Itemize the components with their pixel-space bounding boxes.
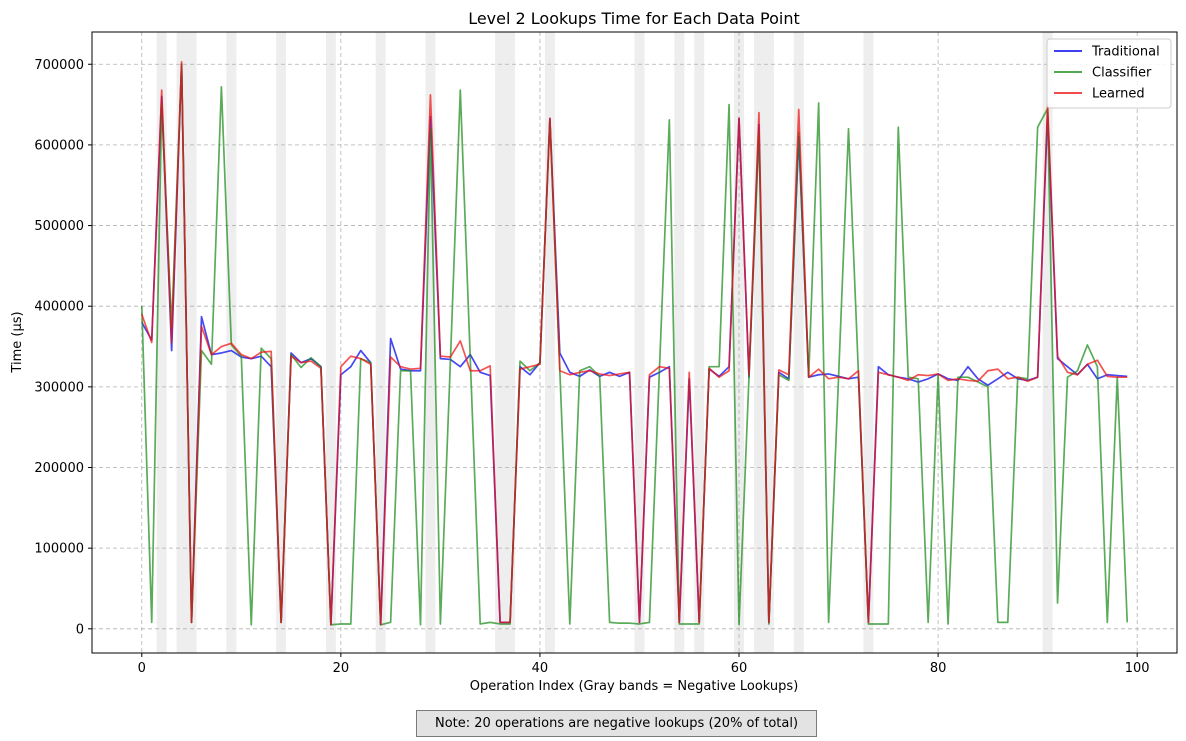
legend-box bbox=[1046, 38, 1172, 109]
x-tick-label: 60 bbox=[731, 661, 748, 676]
note-box: Note: 20 operations are negative lookups… bbox=[416, 710, 817, 737]
y-tick-label: 500000 bbox=[34, 219, 84, 234]
legend-label-traditional: Traditional bbox=[1091, 45, 1160, 60]
x-tick-label: 0 bbox=[138, 661, 146, 676]
negative-lookup-band bbox=[753, 32, 764, 653]
grid-lines bbox=[92, 32, 1177, 653]
negative-lookup-band bbox=[634, 32, 645, 653]
x-tick-label: 100 bbox=[1125, 661, 1150, 676]
legend: Traditional Classifier Learned bbox=[1046, 38, 1172, 109]
chart-title: Level 2 Lookups Time for Each Data Point bbox=[468, 9, 800, 28]
legend-label-learned: Learned bbox=[1092, 87, 1145, 102]
negative-lookup-band bbox=[1042, 32, 1053, 653]
series-line-learned bbox=[140, 60, 1128, 626]
y-tick-label: 300000 bbox=[34, 380, 84, 395]
y-tick-label: 0 bbox=[76, 622, 84, 637]
negative-lookup-band bbox=[425, 32, 436, 653]
y-tick-label: 400000 bbox=[34, 300, 84, 315]
negative-lookup-bands bbox=[156, 32, 1053, 653]
plot-frame bbox=[91, 31, 1178, 654]
y-tick-label: 700000 bbox=[34, 58, 84, 73]
negative-lookup-band bbox=[156, 32, 167, 653]
x-tick-label: 20 bbox=[333, 661, 350, 676]
negative-lookup-band bbox=[375, 32, 386, 653]
negative-lookup-band bbox=[505, 32, 516, 653]
legend-label-classifier: Classifier bbox=[1092, 66, 1152, 81]
x-tick-label: 40 bbox=[532, 661, 549, 676]
y-tick-label: 600000 bbox=[34, 138, 84, 153]
negative-lookup-band bbox=[544, 32, 555, 653]
negative-lookup-band bbox=[495, 32, 506, 653]
negative-lookup-band bbox=[276, 32, 287, 653]
negative-lookup-band bbox=[186, 32, 197, 653]
y-axis-title: Time (µs) bbox=[10, 311, 25, 373]
x-tick-label: 80 bbox=[930, 661, 947, 676]
y-tick-label: 200000 bbox=[34, 461, 84, 476]
negative-lookup-band bbox=[793, 32, 804, 653]
negative-lookup-band bbox=[763, 32, 774, 653]
negative-lookup-band bbox=[325, 32, 336, 653]
axis-ticks: 0 20 40 60 80 100 0 100000 200000 300000 400000 500… bbox=[34, 58, 1149, 676]
x-axis-title: Operation Index (Gray bands = Negative L… bbox=[470, 679, 799, 694]
negative-lookup-band bbox=[176, 32, 187, 653]
negative-lookup-band bbox=[863, 32, 874, 653]
series-lines bbox=[140, 60, 1129, 626]
y-tick-label: 100000 bbox=[34, 542, 84, 557]
negative-lookup-band bbox=[674, 32, 685, 653]
negative-lookup-band bbox=[694, 32, 705, 653]
